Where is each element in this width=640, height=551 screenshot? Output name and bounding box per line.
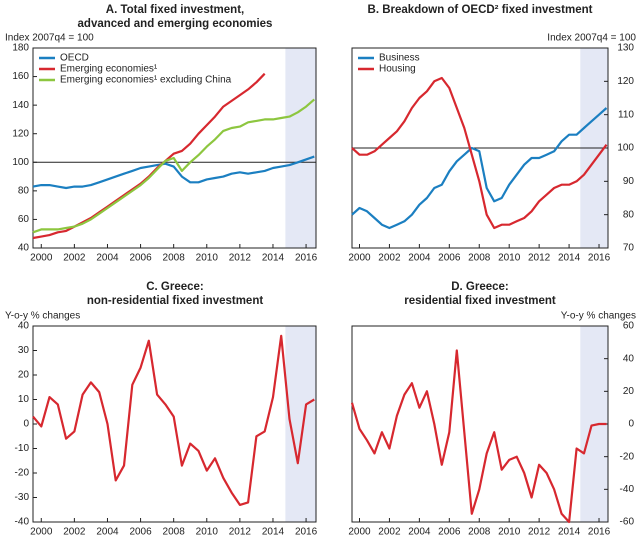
legend-label: OECD <box>60 53 89 64</box>
x-tick-label: 2006 <box>129 253 152 264</box>
x-tick-label: 2002 <box>378 253 401 264</box>
x-tick-label: 2010 <box>196 527 219 538</box>
series-line <box>32 72 266 240</box>
y-tick-label: 60 <box>18 214 30 225</box>
y-tick-label: 0 <box>23 419 29 430</box>
y-tick-label: 120 <box>617 76 634 87</box>
y-tick-label: 10 <box>18 394 30 405</box>
x-tick-label: 2004 <box>408 253 431 264</box>
x-tick-label: 2000 <box>348 527 371 538</box>
chart-title: D. Greece: <box>451 281 509 293</box>
series-line <box>351 107 608 230</box>
x-tick-label: 2000 <box>30 253 53 264</box>
y-tick-label: 20 <box>623 386 635 397</box>
projection-shade <box>285 48 316 248</box>
x-tick-label: 2000 <box>30 527 53 538</box>
y-axis-label: Index 2007q4 = 100 <box>547 33 636 44</box>
y-tick-label: 100 <box>12 157 29 168</box>
y-tick-label: 100 <box>617 143 634 154</box>
y-tick-label: 40 <box>18 321 30 332</box>
y-tick-label: 70 <box>623 243 635 254</box>
y-tick-label: 160 <box>12 71 29 82</box>
plot-frame <box>32 47 317 249</box>
series-line <box>32 334 315 506</box>
y-tick-label: 40 <box>18 243 30 254</box>
x-tick-label: 2016 <box>588 527 611 538</box>
x-tick-label: 2014 <box>558 527 581 538</box>
x-tick-label: 2002 <box>63 527 86 538</box>
chart-title: residential fixed investment <box>404 295 556 307</box>
x-tick-label: 2000 <box>348 253 371 264</box>
x-tick-label: 2008 <box>163 527 186 538</box>
legend-label: Business <box>379 53 420 64</box>
y-tick-label: -20 <box>620 451 635 462</box>
x-tick-label: 2002 <box>63 253 86 264</box>
x-tick-label: 2004 <box>408 527 431 538</box>
y-tick-label: 180 <box>12 43 29 54</box>
x-tick-label: 2016 <box>588 253 611 264</box>
y-tick-label: 30 <box>18 345 30 356</box>
y-axis-label: Y-o-y % changes <box>5 311 80 322</box>
x-tick-label: 2010 <box>498 527 521 538</box>
y-tick-label: -40 <box>620 484 635 495</box>
x-tick-label: 2010 <box>196 253 219 264</box>
legend-label: Emerging economies¹ <box>60 64 158 75</box>
y-tick-label: 80 <box>18 185 30 196</box>
x-tick-label: 2002 <box>378 527 401 538</box>
y-tick-label: 40 <box>623 353 635 364</box>
x-tick-label: 2010 <box>498 253 521 264</box>
y-tick-label: -40 <box>15 517 30 528</box>
legend-label: Housing <box>379 64 416 75</box>
chart-title: advanced and emerging economies <box>78 18 273 30</box>
x-tick-label: 2016 <box>295 527 318 538</box>
chart-title: non-residential fixed investment <box>87 295 264 307</box>
x-tick-label: 2012 <box>229 253 252 264</box>
plot-frame <box>351 325 609 523</box>
y-tick-label: 80 <box>623 209 635 220</box>
y-tick-label: 20 <box>18 370 30 381</box>
y-tick-label: 0 <box>628 419 634 430</box>
y-tick-label: -10 <box>15 443 30 454</box>
legend-label: Emerging economies¹ excluding China <box>60 75 232 86</box>
y-tick-label: 120 <box>12 128 29 139</box>
series-line <box>350 349 607 524</box>
series-line <box>32 155 315 190</box>
series-line <box>351 76 608 230</box>
x-tick-label: 2004 <box>96 527 119 538</box>
y-tick-label: -20 <box>15 468 30 479</box>
x-tick-label: 2006 <box>438 527 461 538</box>
x-tick-label: 2012 <box>229 527 252 538</box>
x-tick-label: 2008 <box>468 527 491 538</box>
x-tick-label: 2014 <box>558 253 581 264</box>
chart-title: A. Total fixed investment, <box>106 4 244 16</box>
x-tick-label: 2006 <box>438 253 461 264</box>
x-tick-label: 2006 <box>129 527 152 538</box>
x-tick-label: 2014 <box>262 527 285 538</box>
y-tick-label: 140 <box>12 100 29 111</box>
x-tick-label: 2016 <box>295 253 318 264</box>
y-tick-label: 60 <box>623 321 635 332</box>
x-tick-label: 2004 <box>96 253 119 264</box>
series-line <box>32 98 316 234</box>
y-axis-label: Y-o-y % changes <box>561 311 636 322</box>
y-tick-label: -60 <box>620 517 635 528</box>
x-tick-label: 2008 <box>468 253 491 264</box>
chart-title: B. Breakdown of OECD² fixed investment <box>368 4 593 16</box>
chart-title: C. Greece: <box>146 281 204 293</box>
y-tick-label: 110 <box>618 109 634 120</box>
y-tick-label: -30 <box>15 492 30 503</box>
x-tick-label: 2008 <box>163 253 186 264</box>
y-axis-label: Index 2007q4 = 100 <box>5 33 94 44</box>
x-tick-label: 2012 <box>528 253 551 264</box>
y-tick-label: 130 <box>617 43 634 54</box>
y-tick-label: 90 <box>623 176 635 187</box>
plot-frame <box>32 325 317 523</box>
x-tick-label: 2012 <box>528 527 551 538</box>
x-tick-label: 2014 <box>262 253 285 264</box>
